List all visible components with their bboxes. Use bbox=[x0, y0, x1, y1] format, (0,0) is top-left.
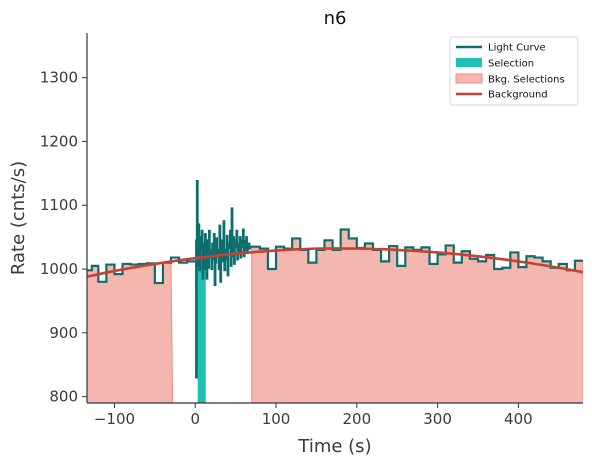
legend-label-selection: Selection bbox=[488, 59, 534, 70]
legend-swatch-bkg-selections bbox=[455, 73, 483, 84]
x-tick-label: 200 bbox=[342, 410, 371, 428]
light-curve-burst bbox=[195, 180, 252, 379]
background-fit-line bbox=[87, 247, 583, 278]
legend-frame bbox=[449, 36, 579, 106]
y-tick-label: 800 bbox=[49, 388, 78, 406]
x-tick-label: 300 bbox=[423, 410, 452, 428]
y-axis-title: Rate (cnts/s) bbox=[8, 161, 29, 275]
y-tick-label: 1200 bbox=[40, 132, 78, 150]
y-tick-label: 1100 bbox=[40, 196, 78, 214]
legend-swatch-selection bbox=[456, 58, 482, 67]
chart-title: n6 bbox=[324, 8, 347, 29]
y-tick-label: 1000 bbox=[40, 260, 78, 278]
legend-label-bkg-selections: Bkg. Selections bbox=[488, 75, 565, 86]
x-axis-title: Time (s) bbox=[297, 436, 371, 457]
x-tick-label: −100 bbox=[94, 410, 135, 428]
legend-label-light-curve: Light Curve bbox=[488, 43, 546, 54]
legend: Light Curve Selection Bkg. Selections Ba… bbox=[449, 36, 579, 106]
x-tick-label: 100 bbox=[262, 410, 291, 428]
x-tick-label: 400 bbox=[504, 410, 533, 428]
x-tick-label: 0 bbox=[190, 410, 200, 428]
legend-label-background: Background bbox=[488, 90, 548, 101]
y-tick-label: 1300 bbox=[40, 69, 78, 87]
y-tick-label: 900 bbox=[49, 324, 78, 342]
light-curve-pre bbox=[87, 256, 196, 285]
